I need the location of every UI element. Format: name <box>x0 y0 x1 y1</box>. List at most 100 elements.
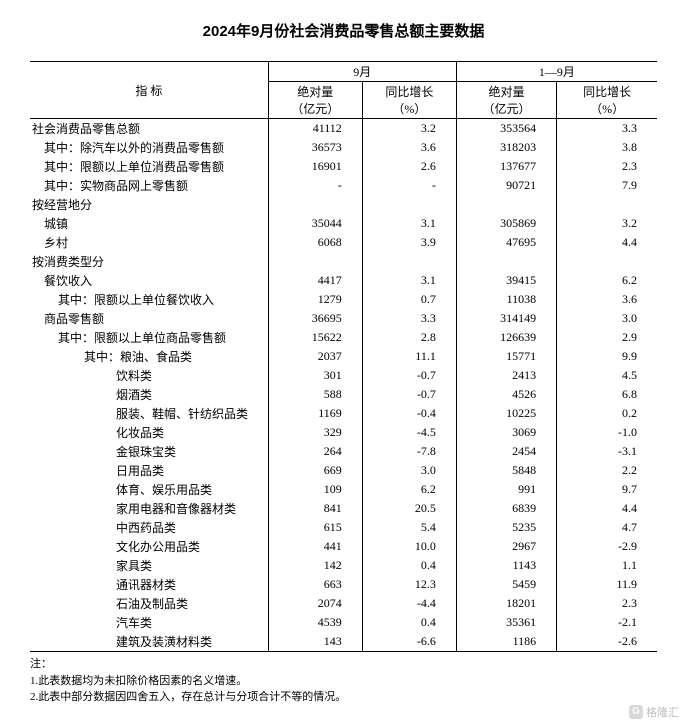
row-label: 体育、娱乐用品类 <box>30 480 268 499</box>
row-value: -7.8 <box>362 442 456 461</box>
row-value: 36573 <box>268 138 362 157</box>
row-value: -0.7 <box>362 385 456 404</box>
row-value <box>557 252 657 271</box>
row-value: 15622 <box>268 328 362 347</box>
row-label: 石油及制品类 <box>30 594 268 613</box>
row-value: 5459 <box>456 575 556 594</box>
row-label: 饮料类 <box>30 366 268 385</box>
row-label: 文化办公用品类 <box>30 537 268 556</box>
row-value: 6.8 <box>557 385 657 404</box>
row-value: -1.0 <box>557 423 657 442</box>
row-value: 991 <box>456 480 556 499</box>
row-value: 6.2 <box>557 271 657 290</box>
row-value <box>456 252 556 271</box>
row-value: 2967 <box>456 537 556 556</box>
row-value <box>557 195 657 214</box>
table-row: 体育、娱乐用品类1096.29919.7 <box>30 480 657 499</box>
row-value: 3.1 <box>362 214 456 233</box>
th-indicator: 指 标 <box>30 62 268 119</box>
note-1: 1.此表数据均为未扣除价格因素的名义增速。 <box>30 673 657 690</box>
row-value: 329 <box>268 423 362 442</box>
row-value: 10225 <box>456 404 556 423</box>
table-body: 社会消费品零售总额411123.23535643.3其中：除汽车以外的消费品零售… <box>30 119 657 652</box>
row-value: 3.6 <box>362 138 456 157</box>
watermark-icon: G <box>629 705 643 719</box>
row-value: 18201 <box>456 594 556 613</box>
row-value: 3.6 <box>557 290 657 309</box>
th-period2: 1—9月 <box>456 62 657 82</box>
table-row: 饮料类301-0.724134.5 <box>30 366 657 385</box>
row-label: 化妆品类 <box>30 423 268 442</box>
row-value: 5848 <box>456 461 556 480</box>
table-row: 其中：限额以上单位餐饮收入12790.7110383.6 <box>30 290 657 309</box>
row-value: 16901 <box>268 157 362 176</box>
table-row: 烟酒类588-0.745266.8 <box>30 385 657 404</box>
row-value: 39415 <box>456 271 556 290</box>
table-row: 其中：限额以上单位商品零售额156222.81266392.9 <box>30 328 657 347</box>
row-value: -2.9 <box>557 537 657 556</box>
row-value: 3.2 <box>557 214 657 233</box>
row-value: 3.2 <box>362 119 456 139</box>
row-value <box>456 195 556 214</box>
table-row: 其中：除汽车以外的消费品零售额365733.63182033.8 <box>30 138 657 157</box>
table-row: 其中：限额以上单位消费品零售额169012.61376772.3 <box>30 157 657 176</box>
row-label: 烟酒类 <box>30 385 268 404</box>
th-abs-2: 绝对量 （亿元） <box>456 82 556 119</box>
row-value: 10.0 <box>362 537 456 556</box>
table-row: 汽车类45390.435361-2.1 <box>30 613 657 632</box>
row-value: -3.1 <box>557 442 657 461</box>
row-label: 其中：限额以上单位商品零售额 <box>30 328 268 347</box>
row-label: 按经营地分 <box>30 195 268 214</box>
row-value: 441 <box>268 537 362 556</box>
row-value: 3069 <box>456 423 556 442</box>
th-abs-1: 绝对量 （亿元） <box>268 82 362 119</box>
row-label: 其中：实物商品网上零售额 <box>30 176 268 195</box>
row-value: -0.4 <box>362 404 456 423</box>
table-row: 按经营地分 <box>30 195 657 214</box>
row-value: -4.4 <box>362 594 456 613</box>
table-row: 建筑及装潢材料类143-6.61186-2.6 <box>30 632 657 652</box>
row-value: -2.6 <box>557 632 657 652</box>
row-value: 588 <box>268 385 362 404</box>
row-label: 日用品类 <box>30 461 268 480</box>
row-value: 142 <box>268 556 362 575</box>
row-value: 3.3 <box>557 119 657 139</box>
row-value: 4539 <box>268 613 362 632</box>
row-label: 其中：限额以上单位消费品零售额 <box>30 157 268 176</box>
watermark: G 格隆汇 <box>629 704 679 720</box>
row-value: 9.9 <box>557 347 657 366</box>
row-value: 4.4 <box>557 233 657 252</box>
row-value: - <box>362 176 456 195</box>
row-value: 0.4 <box>362 613 456 632</box>
notes-heading: 注： <box>30 656 657 673</box>
th-yoy-1: 同比增长 （%） <box>362 82 456 119</box>
table-row: 中西药品类6155.452354.7 <box>30 518 657 537</box>
th-period1: 9月 <box>268 62 456 82</box>
row-value: 11.9 <box>557 575 657 594</box>
row-label: 城镇 <box>30 214 268 233</box>
row-value: 3.8 <box>557 138 657 157</box>
row-value: 1143 <box>456 556 556 575</box>
row-value: 35044 <box>268 214 362 233</box>
row-value: 2037 <box>268 347 362 366</box>
row-value: 2413 <box>456 366 556 385</box>
row-value: 15771 <box>456 347 556 366</box>
row-value: 2074 <box>268 594 362 613</box>
row-label: 金银珠宝类 <box>30 442 268 461</box>
table-row: 按消费类型分 <box>30 252 657 271</box>
row-value: 3.3 <box>362 309 456 328</box>
row-value: 669 <box>268 461 362 480</box>
table-row: 文化办公用品类44110.02967-2.9 <box>30 537 657 556</box>
row-value <box>362 252 456 271</box>
row-value: 3.0 <box>362 461 456 480</box>
row-value: 841 <box>268 499 362 518</box>
table-row: 家用电器和音像器材类84120.568394.4 <box>30 499 657 518</box>
data-table: 指 标 9月 1—9月 绝对量 （亿元） 同比增长 （%） 绝对量 （亿元） 同… <box>30 61 657 652</box>
row-value: 5.4 <box>362 518 456 537</box>
row-value: 20.5 <box>362 499 456 518</box>
row-value: 109 <box>268 480 362 499</box>
row-value: 3.9 <box>362 233 456 252</box>
row-value: 4526 <box>456 385 556 404</box>
row-value: 4417 <box>268 271 362 290</box>
th-yoy-2: 同比增长 （%） <box>557 82 657 119</box>
